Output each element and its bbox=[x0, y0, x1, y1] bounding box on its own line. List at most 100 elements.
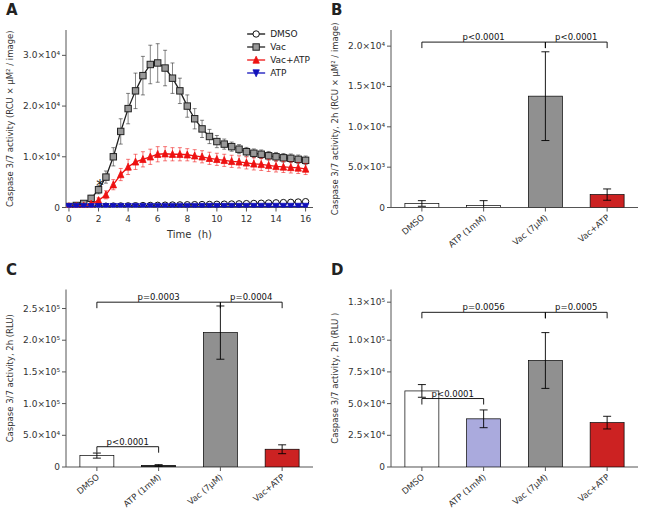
data-point bbox=[191, 203, 197, 207]
y-tick bbox=[387, 207, 391, 208]
plot-area bbox=[66, 44, 309, 208]
x-tick bbox=[305, 208, 306, 212]
data-point bbox=[251, 150, 257, 156]
data-point bbox=[169, 203, 175, 207]
significance-bracket bbox=[220, 302, 282, 308]
data-point bbox=[295, 203, 301, 207]
significance-bracket bbox=[97, 447, 159, 453]
data-point bbox=[110, 154, 116, 160]
data-point bbox=[251, 203, 257, 207]
y-tick bbox=[62, 156, 66, 157]
y-tick bbox=[387, 167, 391, 168]
data-point bbox=[273, 163, 279, 170]
y-tick-label: 2.5×10⁵ bbox=[23, 304, 60, 314]
x-tick-label: ATP (1mM) bbox=[446, 472, 488, 509]
panel-title: C bbox=[6, 261, 17, 279]
data-point bbox=[302, 203, 308, 207]
data-point bbox=[236, 158, 242, 165]
error-bar bbox=[480, 410, 488, 428]
y-tick bbox=[62, 55, 66, 56]
legend-label: DMSO bbox=[270, 29, 298, 39]
x-tick-label: 0 bbox=[66, 214, 72, 224]
data-point bbox=[125, 105, 131, 111]
legend-label: ATP bbox=[270, 68, 287, 78]
significance-bracket bbox=[422, 312, 546, 318]
panel: DCaspase 3/7 activity, 2h (RLU )02.5×10⁴… bbox=[330, 261, 638, 509]
y-tick-label: 2.0×10⁴ bbox=[348, 41, 385, 51]
x-tick-label: DMSO bbox=[400, 212, 427, 237]
y-tick bbox=[387, 371, 391, 372]
data-point bbox=[206, 133, 212, 139]
legend-marker bbox=[253, 56, 259, 63]
series bbox=[66, 203, 309, 207]
data-point bbox=[88, 203, 94, 207]
data-point bbox=[169, 75, 175, 81]
data-point bbox=[184, 203, 190, 207]
error-bar bbox=[278, 445, 286, 454]
data-point bbox=[288, 155, 294, 161]
significance-bracket bbox=[97, 302, 221, 308]
data-point bbox=[155, 150, 161, 157]
data-point bbox=[206, 155, 212, 162]
series-line bbox=[69, 154, 306, 207]
x-tick bbox=[98, 208, 99, 212]
y-tick bbox=[62, 308, 66, 309]
x-tick-label: Vac (7μM) bbox=[511, 212, 550, 247]
data-point bbox=[302, 157, 308, 163]
y-tick bbox=[387, 467, 391, 468]
y-tick bbox=[62, 207, 66, 208]
error-bar bbox=[155, 465, 163, 467]
data-point bbox=[206, 203, 212, 207]
data-point bbox=[155, 60, 161, 66]
y-tick bbox=[62, 340, 66, 341]
data-point bbox=[199, 203, 205, 207]
panel-title: B bbox=[331, 1, 342, 19]
legend: DMSOVacVac+ATPATP bbox=[247, 29, 310, 78]
y-tick bbox=[62, 371, 66, 372]
error-bar bbox=[93, 453, 101, 458]
data-point bbox=[258, 151, 264, 157]
x-tick bbox=[276, 208, 277, 212]
x-tick bbox=[282, 467, 283, 471]
significance-label: p=0.0005 bbox=[555, 302, 597, 312]
x-tick-label: Vac (7μM) bbox=[511, 472, 550, 507]
y-tick-label: 1.3×10⁵ bbox=[348, 297, 385, 307]
legend-marker bbox=[253, 31, 259, 37]
x-tick-label: DMSO bbox=[400, 472, 427, 497]
y-tick bbox=[387, 86, 391, 87]
significance-bracket bbox=[422, 42, 546, 48]
y-tick-label: 0 bbox=[54, 462, 60, 472]
significance-bracket bbox=[545, 42, 607, 48]
data-point bbox=[132, 158, 138, 165]
data-point bbox=[243, 203, 249, 207]
x-tick bbox=[158, 467, 159, 471]
data-point bbox=[302, 165, 308, 172]
y-tick bbox=[387, 46, 391, 47]
data-point bbox=[147, 61, 153, 67]
significance-label: p<0.0001 bbox=[555, 32, 597, 42]
error-bar bbox=[541, 52, 549, 141]
x-tick bbox=[607, 208, 608, 212]
data-point bbox=[118, 171, 124, 178]
y-axis-label: Caspase 3/7 activity (RCU × μM² / image) bbox=[5, 30, 15, 207]
x-tick bbox=[187, 208, 188, 212]
x-tick-label: 12 bbox=[241, 214, 252, 224]
panel-title: A bbox=[6, 1, 18, 19]
data-point bbox=[280, 155, 286, 161]
panel: BCaspase 3/7 activity, 2h (RCU × μM² / i… bbox=[330, 1, 638, 249]
bar bbox=[142, 465, 176, 467]
data-point bbox=[162, 65, 168, 71]
x-tick-label: 6 bbox=[155, 214, 161, 224]
data-point bbox=[236, 146, 242, 152]
data-point bbox=[177, 203, 183, 207]
data-point bbox=[95, 203, 101, 207]
annotation: * bbox=[96, 177, 104, 195]
data-point bbox=[221, 157, 227, 164]
y-tick-label: 1.0×10⁵ bbox=[23, 399, 60, 409]
y-tick-label: 5.0×10³ bbox=[348, 162, 385, 172]
data-point bbox=[73, 204, 79, 208]
data-point bbox=[228, 143, 234, 149]
data-point bbox=[288, 164, 294, 171]
y-tick bbox=[62, 106, 66, 107]
x-tick-label: Vac+ATP bbox=[576, 472, 611, 504]
